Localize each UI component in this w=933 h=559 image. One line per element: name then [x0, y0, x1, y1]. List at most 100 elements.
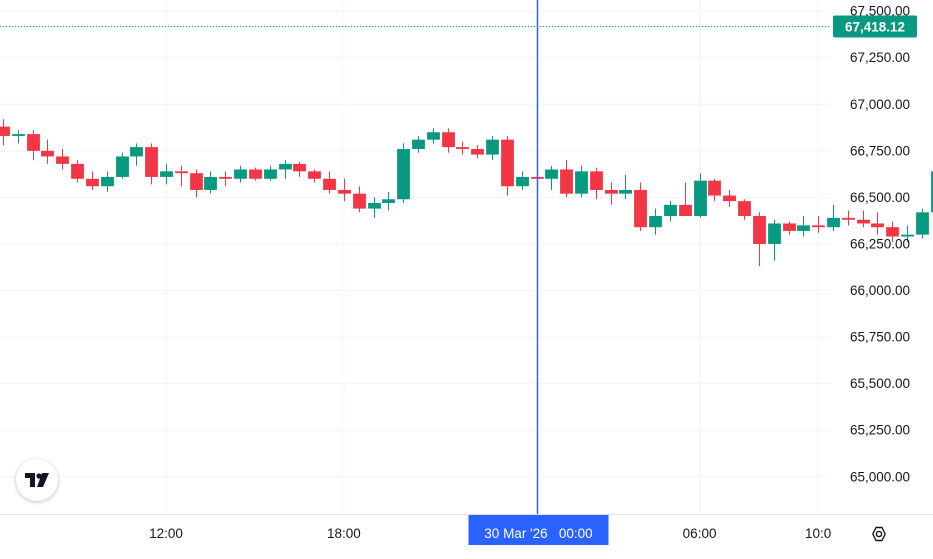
candle[interactable] — [101, 171, 114, 192]
candle[interactable] — [694, 173, 707, 218]
candle-body — [916, 212, 929, 235]
candle[interactable] — [308, 169, 321, 183]
candle[interactable] — [708, 178, 721, 202]
candle[interactable] — [160, 163, 173, 185]
candle[interactable] — [783, 221, 796, 235]
candle[interactable] — [931, 168, 933, 216]
candle[interactable] — [116, 152, 129, 179]
crosshair-time-tag: 30 Mar '26 00:00 — [468, 515, 609, 545]
candle[interactable] — [679, 182, 692, 217]
candle[interactable] — [812, 216, 825, 233]
candle[interactable] — [545, 165, 558, 190]
candle[interactable] — [768, 219, 781, 261]
candle[interactable] — [190, 169, 203, 198]
price-axis[interactable]: 65,000.00 65,250.00 65,500.00 65,750.00 66,0… — [850, 4, 910, 485]
candle[interactable] — [353, 186, 366, 213]
candle-body — [412, 139, 425, 149]
candle[interactable] — [560, 160, 573, 198]
price-tick-label: 67,000.00 — [850, 97, 910, 112]
candle-body — [857, 219, 870, 224]
candle[interactable] — [857, 210, 870, 228]
candle-body — [219, 176, 232, 179]
candle[interactable] — [368, 197, 381, 218]
price-tick-label: 66,000.00 — [850, 283, 910, 298]
candle-body — [338, 189, 351, 194]
candle[interactable] — [753, 212, 766, 267]
candle[interactable] — [916, 208, 929, 239]
candle[interactable] — [382, 191, 395, 211]
candle[interactable] — [397, 143, 410, 203]
price-tick-label: 65,000.00 — [850, 469, 910, 484]
candle[interactable] — [456, 141, 469, 155]
candle[interactable] — [634, 182, 647, 231]
candle-body — [708, 180, 721, 196]
candle-body — [160, 171, 173, 177]
candle[interactable] — [71, 160, 84, 183]
candle-body — [753, 216, 766, 244]
candle[interactable] — [338, 178, 351, 202]
candle[interactable] — [886, 221, 899, 243]
grid-lines — [0, 0, 830, 514]
candle[interactable] — [27, 130, 40, 161]
candle[interactable] — [323, 171, 336, 194]
candle[interactable] — [723, 189, 736, 207]
candle-body — [768, 223, 781, 244]
candle[interactable] — [219, 171, 232, 187]
candle-body — [368, 202, 381, 209]
candle[interactable] — [501, 135, 514, 196]
time-axis[interactable]: 12:00 18:00 06:00 10:0 — [149, 526, 831, 541]
candle-series[interactable] — [0, 0, 933, 469]
candle[interactable] — [204, 171, 217, 194]
candle-body — [842, 217, 855, 220]
candle-body — [679, 204, 692, 217]
candle[interactable] — [516, 171, 529, 190]
candle[interactable] — [649, 208, 662, 235]
candle[interactable] — [12, 130, 25, 144]
candle[interactable] — [842, 210, 855, 226]
candle[interactable] — [797, 216, 810, 237]
candle[interactable] — [264, 165, 277, 181]
candle[interactable] — [412, 135, 425, 153]
candle[interactable] — [249, 167, 262, 181]
gear-icon[interactable] — [866, 521, 892, 547]
candle[interactable] — [619, 175, 632, 200]
candle-body — [797, 225, 810, 231]
candle-body — [812, 225, 825, 228]
candle[interactable] — [664, 201, 677, 222]
candle[interactable] — [827, 204, 840, 231]
candle[interactable] — [486, 135, 499, 161]
candle[interactable] — [279, 160, 292, 179]
time-tick-label: 12:00 — [149, 526, 183, 541]
tradingview-logo-icon[interactable] — [16, 459, 58, 501]
candle[interactable] — [0, 119, 10, 146]
candle-body — [0, 126, 10, 136]
candle[interactable] — [86, 171, 99, 190]
candle[interactable] — [901, 225, 914, 243]
candle-body — [783, 223, 796, 231]
candle[interactable] — [590, 167, 603, 200]
candle-body — [234, 169, 247, 179]
candle[interactable] — [145, 143, 158, 185]
candle[interactable] — [575, 165, 588, 198]
price-tick-label: 66,250.00 — [850, 236, 910, 251]
candle[interactable] — [871, 212, 884, 235]
candle-body — [56, 156, 69, 164]
candle[interactable] — [427, 128, 440, 144]
candle[interactable] — [738, 199, 751, 220]
candle[interactable] — [442, 128, 455, 153]
candle[interactable] — [41, 139, 54, 164]
candle-body — [456, 147, 469, 149]
candle[interactable] — [175, 165, 188, 187]
candle[interactable] — [130, 143, 143, 166]
candle[interactable] — [234, 165, 247, 183]
candle[interactable] — [56, 148, 69, 170]
candle[interactable] — [471, 145, 484, 159]
candle-body — [501, 139, 514, 187]
price-tick-label: 65,750.00 — [850, 330, 910, 345]
candle[interactable] — [605, 182, 618, 205]
candle-body — [293, 163, 306, 172]
candle-body — [12, 134, 25, 136]
candle[interactable] — [293, 162, 306, 177]
